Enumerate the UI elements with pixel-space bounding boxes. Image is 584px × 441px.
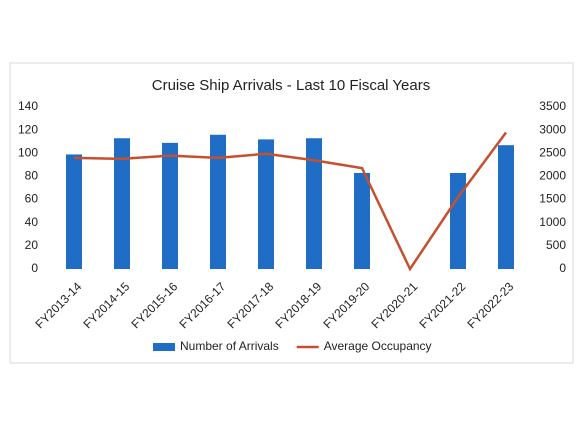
y-tick-label: 20 bbox=[25, 238, 39, 252]
y2-tick-label: 3000 bbox=[539, 122, 566, 136]
legend-label: Average Occupancy bbox=[324, 339, 432, 353]
bar bbox=[354, 172, 370, 269]
bar bbox=[210, 134, 226, 269]
y2-tick-label: 0 bbox=[559, 261, 566, 275]
y2-tick-label: 3500 bbox=[539, 99, 566, 113]
bar bbox=[66, 154, 82, 269]
y-tick-label: 120 bbox=[18, 122, 38, 136]
bar bbox=[162, 142, 178, 269]
y-tick-label: 140 bbox=[18, 99, 38, 113]
bar bbox=[258, 139, 274, 269]
y-tick-label: 80 bbox=[25, 169, 39, 183]
bar bbox=[450, 172, 466, 269]
y-tick-label: 60 bbox=[25, 192, 39, 206]
legend-swatch bbox=[153, 343, 175, 351]
bar bbox=[306, 138, 322, 269]
y2-tick-label: 1500 bbox=[539, 192, 566, 206]
y-tick-label: 40 bbox=[25, 215, 39, 229]
y-tick-label: 100 bbox=[18, 145, 38, 159]
y2-tick-label: 2000 bbox=[539, 169, 566, 183]
y2-tick-label: 2500 bbox=[539, 145, 566, 159]
y-tick-label: 0 bbox=[31, 261, 38, 275]
bar bbox=[498, 145, 514, 269]
chart-title: Cruise Ship Arrivals - Last 10 Fiscal Ye… bbox=[152, 77, 430, 94]
legend-label: Number of Arrivals bbox=[180, 339, 279, 353]
y2-tick-label: 1000 bbox=[539, 215, 566, 229]
line bbox=[73, 131, 508, 272]
y2-tick-label: 500 bbox=[546, 238, 566, 252]
chart-frame bbox=[9, 62, 574, 364]
bar bbox=[114, 138, 130, 269]
